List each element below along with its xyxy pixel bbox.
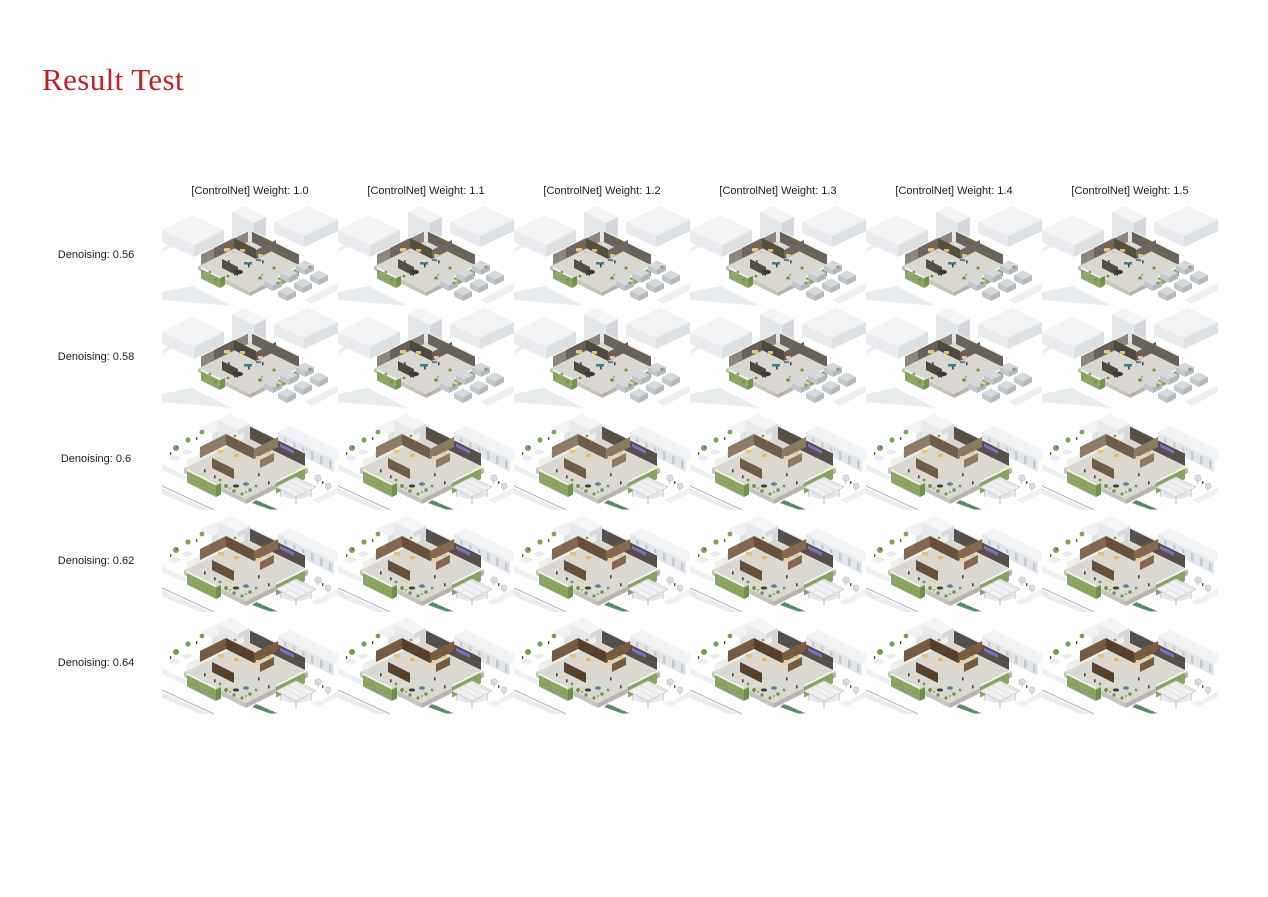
render-cell bbox=[1042, 408, 1218, 510]
render-cell bbox=[338, 408, 514, 510]
grid-row: Denoising: 0.64 bbox=[0, 612, 1268, 714]
column-header: [ControlNet] Weight: 1.0 bbox=[191, 185, 309, 197]
row-label: Denoising: 0.6 bbox=[60, 453, 132, 465]
render-image bbox=[1042, 204, 1218, 306]
render-cell bbox=[514, 306, 690, 408]
render-cell bbox=[1042, 612, 1218, 714]
render-image bbox=[514, 612, 690, 714]
render-image bbox=[866, 408, 1042, 510]
render-image bbox=[338, 204, 514, 306]
render-image bbox=[1042, 510, 1218, 612]
render-image bbox=[866, 306, 1042, 408]
render-image bbox=[338, 510, 514, 612]
render-cell bbox=[1042, 204, 1218, 306]
render-cell bbox=[866, 408, 1042, 510]
grid-row: Denoising: 0.58 bbox=[0, 306, 1268, 408]
render-image bbox=[690, 204, 866, 306]
render-image bbox=[162, 204, 338, 306]
render-cell bbox=[162, 306, 338, 408]
render-cell bbox=[866, 306, 1042, 408]
column-header: [ControlNet] Weight: 1.5 bbox=[1071, 185, 1189, 197]
render-image bbox=[1042, 306, 1218, 408]
render-cell bbox=[162, 510, 338, 612]
render-image bbox=[338, 306, 514, 408]
render-image bbox=[1042, 408, 1218, 510]
render-cell bbox=[514, 204, 690, 306]
render-image bbox=[514, 408, 690, 510]
render-image bbox=[866, 510, 1042, 612]
row-label: Denoising: 0.64 bbox=[57, 657, 135, 669]
column-header-row: [ControlNet] Weight: 1.0 [ControlNet] Wei… bbox=[0, 168, 1268, 204]
render-cell bbox=[514, 510, 690, 612]
render-image bbox=[162, 408, 338, 510]
results-grid: [ControlNet] Weight: 1.0 [ControlNet] Wei… bbox=[0, 168, 1268, 714]
render-cell bbox=[1042, 510, 1218, 612]
render-image bbox=[690, 612, 866, 714]
row-label: Denoising: 0.58 bbox=[57, 351, 135, 363]
row-label: Denoising: 0.56 bbox=[57, 249, 135, 261]
render-image bbox=[162, 306, 338, 408]
render-cell bbox=[690, 204, 866, 306]
render-cell bbox=[162, 612, 338, 714]
column-header: [ControlNet] Weight: 1.1 bbox=[367, 185, 485, 197]
render-cell bbox=[866, 612, 1042, 714]
grid-row: Denoising: 0.62 bbox=[0, 510, 1268, 612]
render-cell bbox=[690, 612, 866, 714]
render-image bbox=[690, 306, 866, 408]
render-cell bbox=[690, 510, 866, 612]
render-cell bbox=[690, 408, 866, 510]
render-image bbox=[866, 204, 1042, 306]
render-cell bbox=[162, 408, 338, 510]
column-header: [ControlNet] Weight: 1.4 bbox=[895, 185, 1013, 197]
column-header: [ControlNet] Weight: 1.2 bbox=[543, 185, 661, 197]
render-cell bbox=[162, 204, 338, 306]
render-cell bbox=[866, 204, 1042, 306]
render-cell bbox=[514, 408, 690, 510]
grid-row: Denoising: 0.6 bbox=[0, 408, 1268, 510]
render-image bbox=[514, 204, 690, 306]
render-image bbox=[338, 408, 514, 510]
render-cell bbox=[1042, 306, 1218, 408]
render-cell bbox=[514, 612, 690, 714]
render-image bbox=[338, 612, 514, 714]
render-image bbox=[866, 612, 1042, 714]
grid-row: Denoising: 0.56 bbox=[0, 204, 1268, 306]
render-image bbox=[162, 612, 338, 714]
render-image bbox=[162, 510, 338, 612]
row-label: Denoising: 0.62 bbox=[57, 555, 135, 567]
render-cell bbox=[338, 612, 514, 714]
render-image bbox=[1042, 612, 1218, 714]
render-cell bbox=[866, 510, 1042, 612]
render-cell bbox=[690, 306, 866, 408]
render-image bbox=[514, 306, 690, 408]
render-cell bbox=[338, 204, 514, 306]
render-cell bbox=[338, 306, 514, 408]
render-image bbox=[690, 510, 866, 612]
column-header: [ControlNet] Weight: 1.3 bbox=[719, 185, 837, 197]
render-image bbox=[514, 510, 690, 612]
page-title: Result Test bbox=[42, 62, 185, 97]
render-image bbox=[690, 408, 866, 510]
render-cell bbox=[338, 510, 514, 612]
